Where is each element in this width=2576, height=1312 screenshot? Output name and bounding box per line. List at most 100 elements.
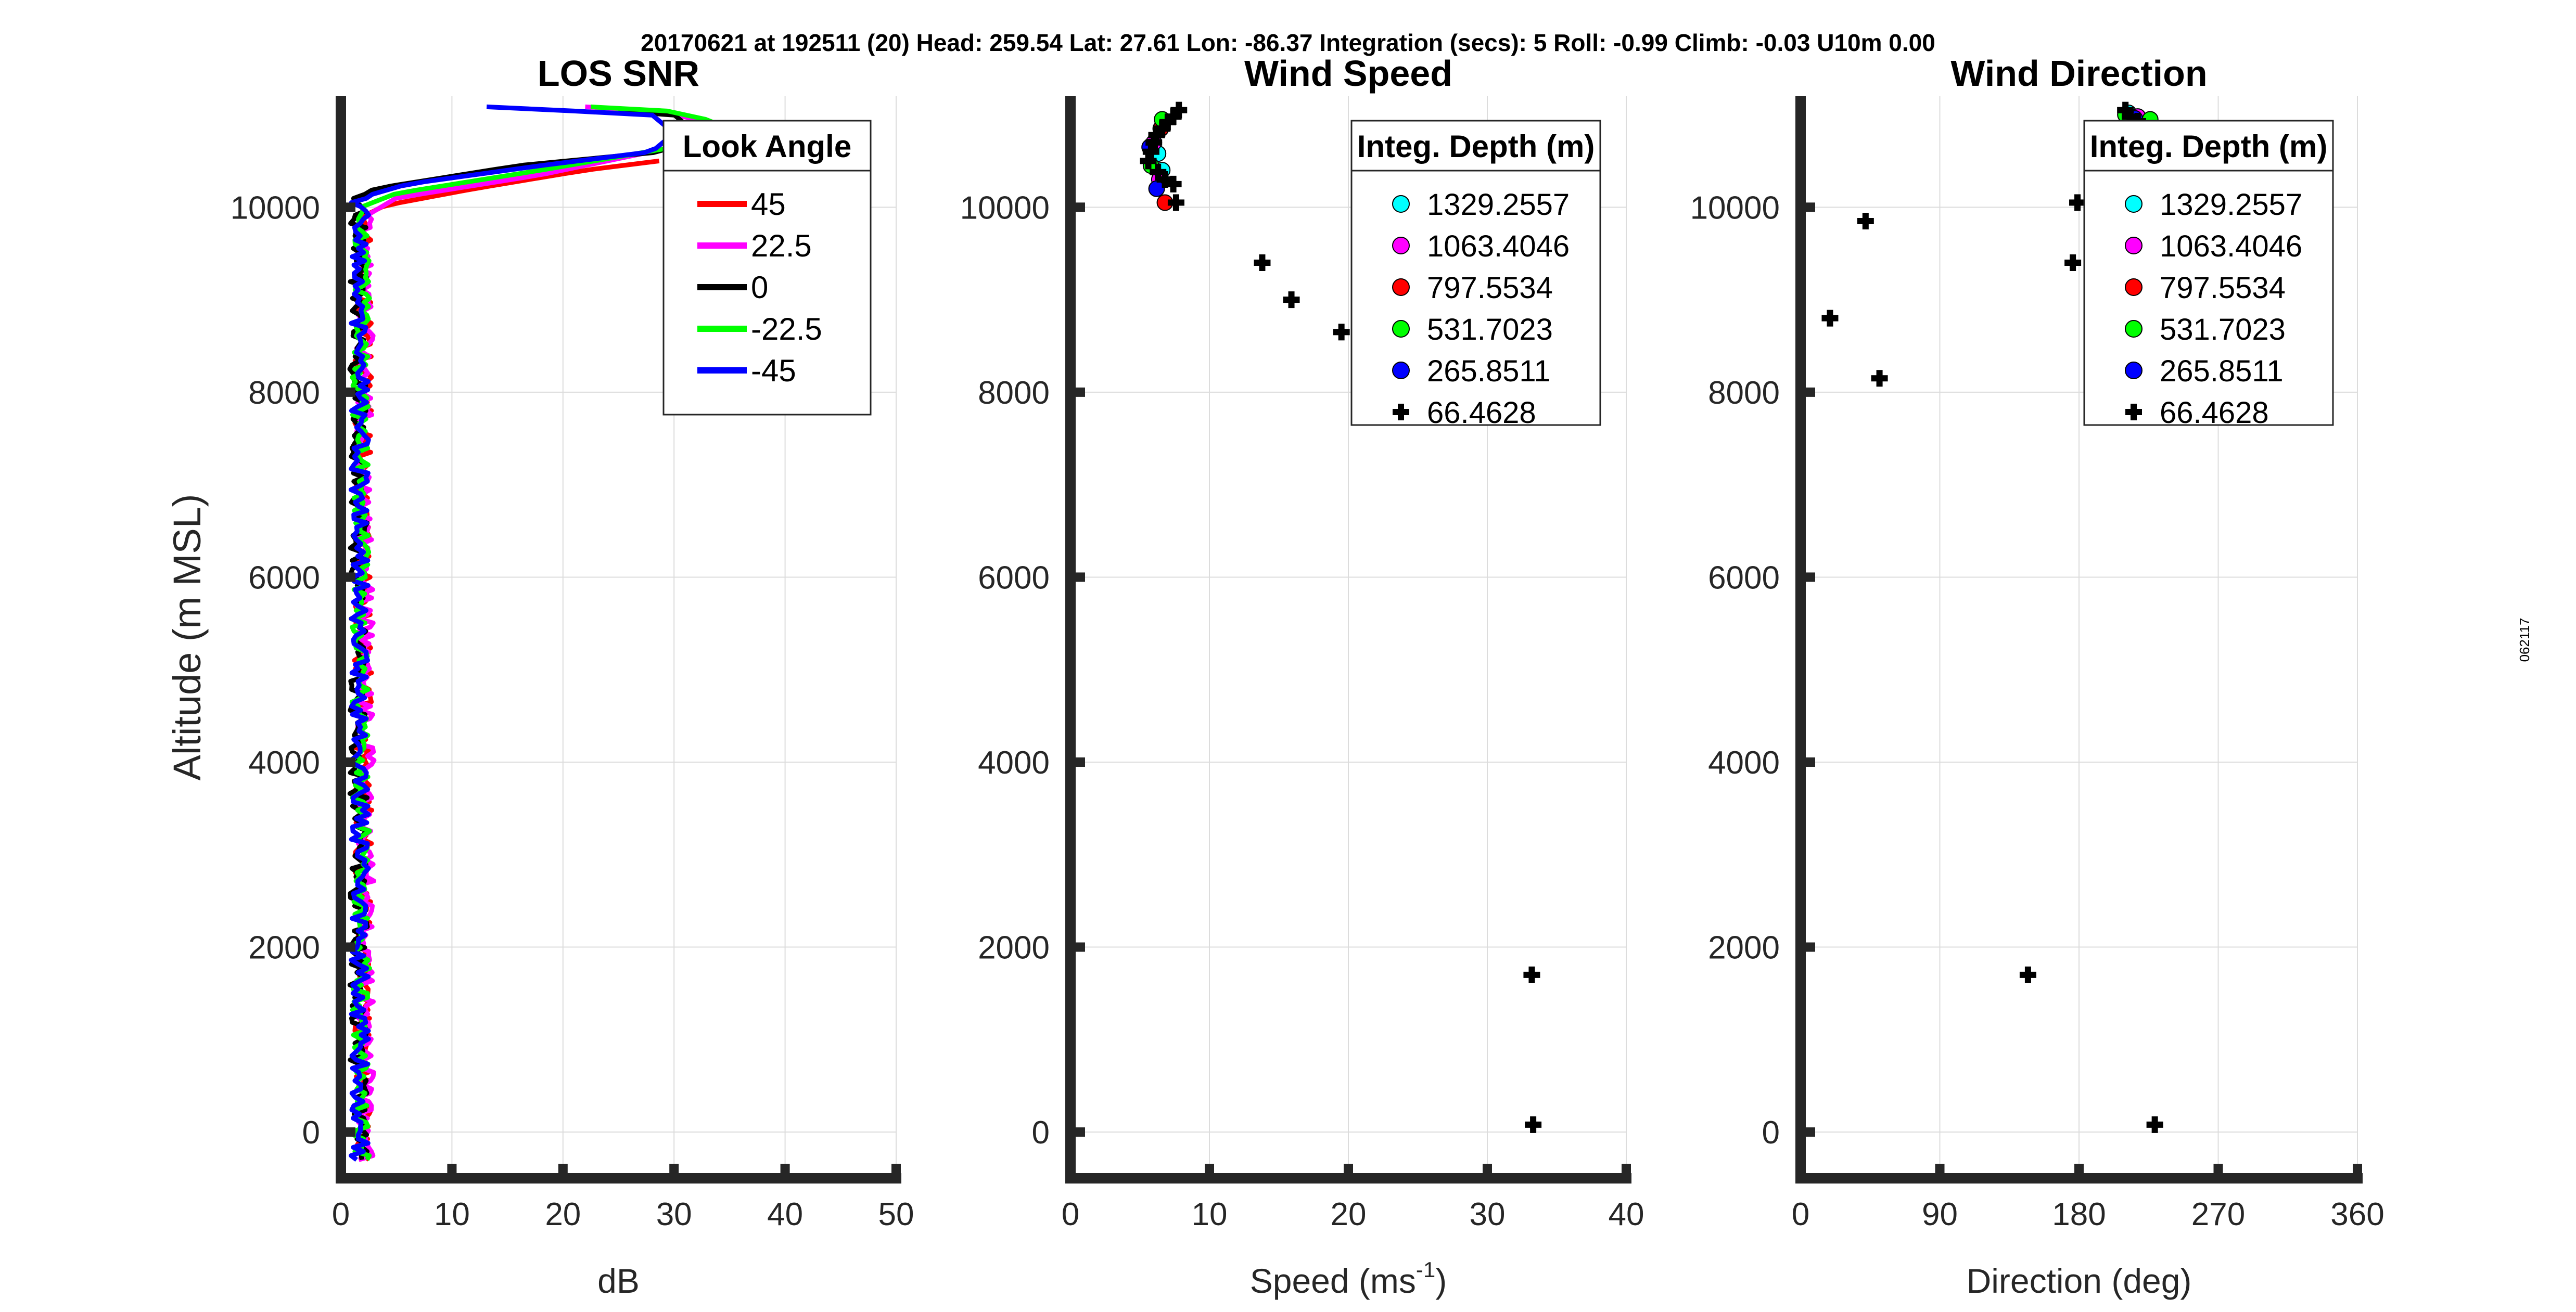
data-point-66.4628: [1283, 291, 1300, 308]
plus-v: [1862, 213, 1869, 229]
y-tick-label: 8000: [248, 375, 320, 411]
data-point-66.4628: [1150, 163, 1167, 181]
data-point-66.4628: [1871, 370, 1888, 387]
legend-entry-label: 265.8511: [1427, 354, 1551, 388]
y-tick-label: 2000: [248, 930, 320, 966]
data-point-66.4628: [2069, 194, 2086, 211]
y-tick-label: 4000: [978, 745, 1050, 781]
x-axis-label-close: ): [1435, 1262, 1447, 1300]
x-tick-label: 0: [332, 1197, 350, 1232]
x-tick-label: 10: [434, 1197, 470, 1232]
legend-box: [662, 120, 872, 416]
legend-entry-label: 797.5534: [1427, 271, 1553, 305]
chart-direction: 0 90 180 270 360 0 2000 4000 6000 8000 10000 Wind D…: [1690, 53, 2384, 1300]
legend-swatch-66.4628: [1398, 404, 1404, 420]
x-axis-label-text: Speed (ms: [1250, 1262, 1416, 1300]
legend-swatch-531.7023: [1392, 320, 1410, 338]
legend: Integ. Depth (m) 1329.2557 1063.4046 797.55…: [1350, 120, 1601, 430]
legend-entry-label: 531.7023: [1427, 313, 1553, 346]
side-label: 062117: [2517, 618, 2532, 662]
y-tick-label: 10000: [1690, 190, 1780, 226]
y-tick: [1801, 942, 1815, 952]
plus-v: [1528, 966, 1535, 983]
chart-speed: 0 10 20 30 40 0 2000 4000 6000 8000 10000 Wind Spee…: [960, 53, 1644, 1300]
y-tick: [1801, 387, 1815, 397]
legend-entry-label: 265.8511: [2160, 354, 2284, 388]
x-tick: [1935, 1164, 1945, 1178]
legend-entry-label: 1063.4046: [1427, 229, 1570, 263]
legend-entry-label: 66.4628: [2160, 396, 2269, 430]
y-tick: [341, 202, 355, 212]
legend-entry-label: 1063.4046: [2160, 229, 2302, 263]
x-tick-label: 0: [1792, 1197, 1809, 1232]
y-tick: [1070, 202, 1085, 212]
x-tick-label: 40: [1609, 1197, 1644, 1232]
x-tick-label: 40: [767, 1197, 803, 1232]
plus-v: [1155, 163, 1162, 181]
plus-v: [2074, 194, 2081, 211]
y-tick: [341, 1127, 355, 1137]
y-tick: [1801, 202, 1815, 212]
x-axis-label-text: dB: [597, 1262, 640, 1300]
y-tick-label: 4000: [248, 745, 320, 781]
plus-v: [1530, 1116, 1537, 1133]
y-tick-label: 8000: [1708, 375, 1780, 411]
plus-v: [1176, 101, 1182, 119]
x-axis-label-text: Direction (deg): [1967, 1262, 2192, 1300]
y-axis-line: [336, 96, 346, 1184]
plot-data: [1140, 101, 1542, 1133]
x-axis-label: dB: [597, 1262, 640, 1300]
data-point-66.4628: [1523, 966, 1540, 983]
x-axis-label-sup: -1: [1416, 1257, 1435, 1282]
chart-title: Wind Speed: [1244, 53, 1452, 94]
y-tick-label: 2000: [978, 930, 1050, 966]
plus-v: [1338, 324, 1345, 341]
figure-header: 20170621 at 192511 (20) Head: 259.54 Lat…: [641, 29, 1935, 56]
y-tick: [1070, 1127, 1085, 1137]
x-tick: [1483, 1164, 1492, 1178]
legend-entry-label: 66.4628: [1427, 396, 1536, 430]
x-tick-label: 30: [1470, 1197, 1506, 1232]
x-tick: [1344, 1164, 1353, 1178]
legend-entry-label: 45: [751, 187, 786, 222]
legend-swatch-1329.2557: [2125, 195, 2143, 213]
y-tick-label: 0: [1032, 1115, 1050, 1151]
legend-swatch-797.5534: [2125, 278, 2143, 296]
legend-entry-label: 797.5534: [2160, 271, 2286, 305]
x-tick: [336, 1164, 346, 1178]
legend-swatch-1063.4046: [1392, 237, 1410, 254]
plus-v: [2070, 254, 2076, 271]
legend-title: Look Angle: [683, 129, 851, 164]
x-tick: [447, 1164, 457, 1178]
y-tick: [1801, 1127, 1815, 1137]
y-tick: [341, 757, 355, 767]
x-tick: [558, 1164, 568, 1178]
x-tick-label: 180: [2052, 1197, 2106, 1232]
legend-title: Integ. Depth (m): [1357, 129, 1595, 164]
y-tick-label: 8000: [978, 375, 1050, 411]
y-tick: [341, 387, 355, 397]
data-point-66.4628: [1254, 254, 1271, 271]
x-axis-label: Speed (ms-1): [1250, 1257, 1447, 1300]
data-point-265.8511: [1148, 180, 1165, 197]
x-tick: [780, 1164, 790, 1178]
x-tick-label: 360: [2330, 1197, 2384, 1232]
plot-data: [347, 104, 719, 1162]
legend-swatch-265.8511: [2125, 362, 2143, 379]
y-axis-label: Altitude (m MSL): [165, 494, 209, 780]
x-tick: [1205, 1164, 1214, 1178]
y-axis-line: [1795, 96, 1806, 1184]
y-tick-label: 6000: [978, 560, 1050, 596]
plus-v: [1259, 254, 1266, 271]
plus-v: [2151, 1116, 2158, 1133]
data-point-66.4628: [2019, 966, 2036, 983]
x-tick: [669, 1164, 679, 1178]
legend-entry-label: 1329.2557: [2160, 188, 2302, 222]
y-tick: [1070, 572, 1085, 582]
legend-title: Integ. Depth (m): [2090, 129, 2328, 164]
x-tick-label: 90: [1922, 1197, 1958, 1232]
x-tick: [2353, 1164, 2362, 1178]
x-tick-label: 270: [2191, 1197, 2245, 1232]
y-tick-label: 10000: [231, 190, 320, 226]
